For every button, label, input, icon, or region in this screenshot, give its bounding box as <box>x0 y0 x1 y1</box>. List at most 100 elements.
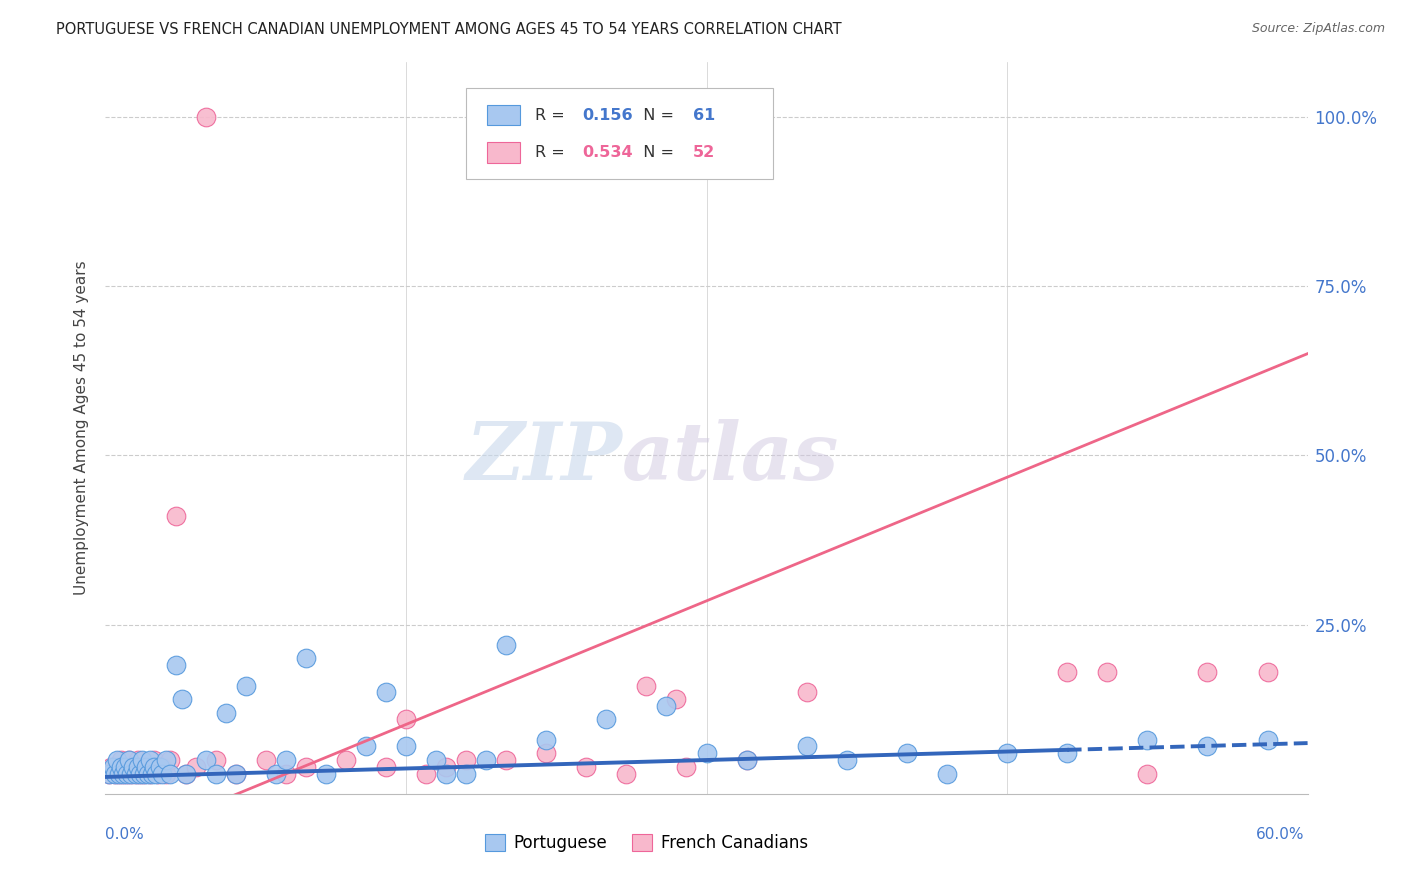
Point <box>696 746 718 760</box>
Point <box>194 110 217 124</box>
Point <box>1056 665 1078 679</box>
Text: 52: 52 <box>693 145 716 160</box>
Point <box>110 760 132 774</box>
Point <box>264 766 287 780</box>
Point <box>534 746 557 760</box>
Point <box>141 766 163 780</box>
Point <box>121 766 143 780</box>
Point <box>354 739 377 754</box>
Point <box>98 766 121 780</box>
Point <box>122 760 145 774</box>
Point <box>315 766 337 780</box>
Point <box>128 766 150 780</box>
Text: 60.0%: 60.0% <box>1257 827 1305 841</box>
FancyBboxPatch shape <box>486 105 520 126</box>
Point <box>165 509 187 524</box>
Point <box>225 766 247 780</box>
Point <box>107 753 129 767</box>
Point <box>456 766 478 780</box>
Point <box>104 766 127 780</box>
FancyBboxPatch shape <box>486 142 520 162</box>
Point <box>136 766 159 780</box>
Point <box>534 732 557 747</box>
Point <box>1136 732 1159 747</box>
Text: R =: R = <box>534 145 569 160</box>
Text: Source: ZipAtlas.com: Source: ZipAtlas.com <box>1251 22 1385 36</box>
Point <box>295 651 318 665</box>
Point <box>235 679 257 693</box>
Point <box>1257 665 1279 679</box>
Point <box>170 692 193 706</box>
Point <box>896 746 918 760</box>
Point <box>1097 665 1119 679</box>
Point <box>155 753 177 767</box>
Point <box>110 753 132 767</box>
Point <box>165 658 187 673</box>
Point <box>131 753 153 767</box>
Point <box>675 760 697 774</box>
Text: ZIP: ZIP <box>465 418 623 496</box>
Point <box>995 746 1018 760</box>
Point <box>131 760 153 774</box>
Point <box>665 692 688 706</box>
Point <box>121 766 143 780</box>
Text: 0.156: 0.156 <box>582 108 633 123</box>
Point <box>138 766 160 780</box>
Point <box>475 753 498 767</box>
Text: atlas: atlas <box>623 418 839 496</box>
Point <box>159 753 181 767</box>
Point <box>117 766 139 780</box>
Point <box>225 766 247 780</box>
Point <box>655 698 678 713</box>
Point <box>118 753 141 767</box>
Point <box>127 760 149 774</box>
Point <box>735 753 758 767</box>
Point <box>395 739 418 754</box>
Point <box>112 766 135 780</box>
Point <box>1197 665 1219 679</box>
Point <box>936 766 959 780</box>
Point <box>112 766 135 780</box>
Point <box>735 753 758 767</box>
Point <box>274 753 297 767</box>
Point <box>117 766 139 780</box>
Point <box>132 766 155 780</box>
Point <box>295 760 318 774</box>
FancyBboxPatch shape <box>465 88 773 179</box>
Point <box>174 766 197 780</box>
Point <box>595 712 617 726</box>
Text: 0.534: 0.534 <box>582 145 633 160</box>
Point <box>127 753 149 767</box>
Point <box>374 685 398 699</box>
Point <box>114 760 136 774</box>
Point <box>132 766 155 780</box>
Point <box>374 760 398 774</box>
Point <box>1257 732 1279 747</box>
Point <box>184 760 207 774</box>
Point <box>616 766 638 780</box>
Point <box>122 760 145 774</box>
Point <box>145 766 167 780</box>
Point <box>434 760 457 774</box>
Point <box>835 753 858 767</box>
Point <box>796 685 818 699</box>
Point <box>796 739 818 754</box>
Point <box>155 766 177 780</box>
Point <box>118 753 141 767</box>
Point <box>1197 739 1219 754</box>
Point <box>194 753 217 767</box>
Text: R =: R = <box>534 108 569 123</box>
Point <box>100 760 122 774</box>
Point <box>98 766 121 780</box>
Point <box>495 753 517 767</box>
Point <box>425 753 447 767</box>
Text: PORTUGUESE VS FRENCH CANADIAN UNEMPLOYMENT AMONG AGES 45 TO 54 YEARS CORRELATION: PORTUGUESE VS FRENCH CANADIAN UNEMPLOYME… <box>56 22 842 37</box>
Point <box>174 766 197 780</box>
Point <box>104 766 127 780</box>
Point <box>706 110 728 124</box>
Text: 0.0%: 0.0% <box>105 827 145 841</box>
Point <box>148 760 170 774</box>
Point <box>434 766 457 780</box>
Point <box>395 712 418 726</box>
Point <box>456 753 478 767</box>
